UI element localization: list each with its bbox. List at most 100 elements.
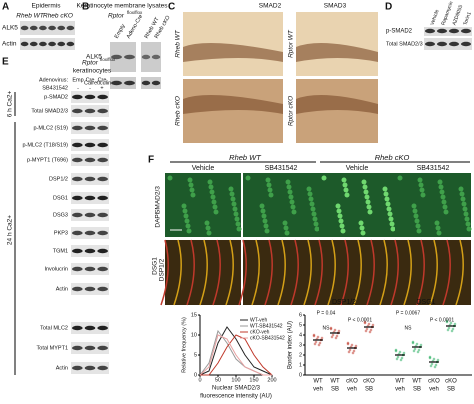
dot [346,342,350,346]
label: SMAD2 [259,3,282,10]
junction [429,239,438,306]
dot [412,349,416,353]
dot [400,356,404,360]
nucleus [233,211,239,217]
label: p-SMAD2 [386,29,413,35]
junction [199,239,208,306]
nucleus [365,199,371,205]
nucleus [284,230,290,236]
dot [394,349,398,353]
nucleus [311,211,317,217]
image [395,173,471,237]
legend-label: WT-veh [250,317,267,323]
nucleus [262,218,268,224]
x-tick-label: 50 [215,377,221,383]
label: flox/flox [127,10,143,15]
x-tick-label: 0 [198,377,201,383]
band [97,125,108,131]
blot [424,27,472,36]
nucleus [209,189,215,195]
nucleus [363,189,369,195]
nucleus [460,196,466,202]
label: Rheb WT [229,153,262,162]
nucleus [189,187,195,193]
nucleus [211,199,217,205]
nucleus [210,194,216,200]
nucleus [343,187,349,193]
label: Total SMAD2/3 [31,108,68,114]
junction [379,239,388,306]
label: NS [405,325,413,331]
nucleus [268,192,274,198]
nucleus [207,179,213,185]
nucleus [308,196,314,202]
nucleus [341,177,347,183]
junction [251,239,260,306]
dot [347,350,351,354]
band [84,94,96,100]
nucleus [382,186,388,192]
band [20,41,29,47]
label: Cre [98,77,107,83]
label: Cre [86,77,95,83]
nucleus [411,203,417,209]
nucleus [413,213,419,219]
nucleus [464,216,470,222]
nucleus [344,192,350,198]
nucleus [415,223,421,229]
label: Rheb cKO [375,153,410,162]
band [97,108,108,114]
label: NS [323,325,331,331]
junction [303,239,312,306]
nucleus [360,230,366,236]
band [448,28,460,34]
label: 6 h Ca2+ [7,91,14,118]
label: SB431542 [265,165,298,172]
label: Relative frequency (%) [181,317,187,373]
nucleus [338,218,344,224]
band [97,157,108,163]
nucleus [434,220,440,226]
x-tick-label: veh [347,387,357,393]
dot [364,329,368,333]
dot [416,350,420,354]
nucleus [184,218,190,224]
nucleus [183,213,189,219]
nucleus [388,216,394,222]
band [39,25,47,31]
junction [353,239,362,306]
panel-label: C [168,2,175,13]
band [141,54,151,60]
nucleus [390,226,396,232]
x-tick-label: WT [313,379,323,385]
dot [350,343,354,347]
label: P < 0.0001 [348,317,372,323]
junction [290,239,299,306]
nucleus [205,225,211,231]
nucleus [232,206,238,212]
nucleus [458,186,464,192]
band [57,25,66,31]
band [97,365,108,371]
band [97,94,108,100]
junction [238,239,247,306]
dot [446,328,450,332]
blot [20,38,75,50]
label: p-MLC2 (T18/S19) [22,142,68,148]
label: Total SMAD2/3 [386,41,423,47]
dot [395,357,399,361]
nucleus [414,218,420,224]
nucleus [386,206,392,212]
band [29,41,38,47]
label: Torin1 [462,11,472,26]
x-tick-label: 100 [231,377,240,383]
junction [340,239,349,306]
nucleus [282,220,288,226]
label: Calreticulin [84,80,111,86]
x-tick-label: cKO [445,379,457,385]
junction [277,239,286,306]
nucleus [387,211,393,217]
nucleus [359,225,365,231]
x-tick-label: SB [413,387,421,393]
nucleus [186,228,192,234]
